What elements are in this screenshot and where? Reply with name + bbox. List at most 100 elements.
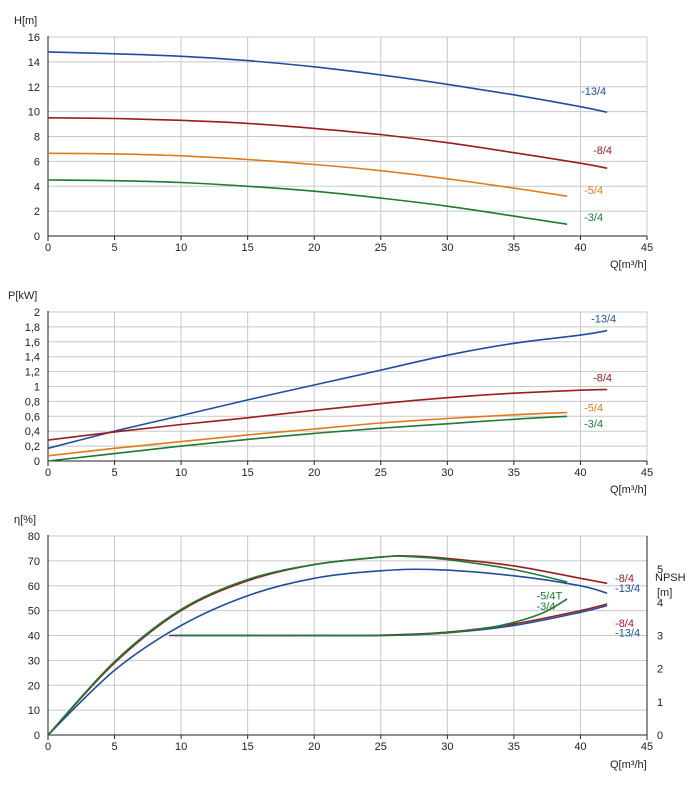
y-tick-label: 1,4 <box>25 352 40 364</box>
series-84-line <box>47 388 608 441</box>
series-54-line <box>47 152 568 197</box>
x-tick-label: 20 <box>308 242 320 254</box>
y-tick-label: 10 <box>28 705 40 717</box>
series-134-line <box>47 568 608 736</box>
x-tick-label: 10 <box>175 741 187 753</box>
y2-axis-unit: [m] <box>657 587 672 599</box>
series-label: -8/4 <box>615 618 634 630</box>
y-tick-label: 0 <box>34 456 40 468</box>
x-axis-title: Q[m³/h] <box>610 484 647 496</box>
x-tick-label: 0 <box>45 467 51 479</box>
x-tick-label: 40 <box>574 741 586 753</box>
y-tick-label: 0,8 <box>25 396 40 408</box>
series-label: -13/4 <box>591 314 616 326</box>
y2-tick-label: 1 <box>657 697 663 709</box>
x-tick-label: 40 <box>574 242 586 254</box>
y-tick-label: 2 <box>34 206 40 218</box>
series-label: -13/4 <box>581 86 606 98</box>
y2-tick-label: 2 <box>657 664 663 676</box>
x-tick-label: 20 <box>308 467 320 479</box>
power-chart: 0 5 10 15 20 25 30 35 40 45 0 0,2 0,4 0,6 0,8 1 1,2 1,4 1,… <box>8 290 653 496</box>
x-tick-label: 15 <box>242 242 254 254</box>
x-tick-label: 5 <box>111 467 117 479</box>
y-tick-label: 4 <box>34 181 40 193</box>
x-tick-label: 25 <box>375 242 387 254</box>
y-tick-label: 0 <box>34 231 40 243</box>
series-label: -3/4 <box>584 212 603 224</box>
x-tick-label: 45 <box>641 467 653 479</box>
series-label: -8/4 <box>593 372 612 384</box>
x-tick-label: 0 <box>45 242 51 254</box>
series-54-line <box>47 411 568 457</box>
x-tick-label: 20 <box>308 741 320 753</box>
series-84-line <box>47 117 608 169</box>
x-tick-label: 35 <box>508 242 520 254</box>
y-tick-label: 0,4 <box>25 426 40 438</box>
series-54T-line <box>47 555 568 736</box>
x-axis-title: Q[m³/h] <box>610 759 647 771</box>
series-label: -8/4 <box>615 573 634 585</box>
head-chart: 0 5 10 15 20 25 30 35 40 45 0 2 4 6 8 10 12 14 16 H[m] Q[m³/… <box>14 15 653 271</box>
series-label: -13/4 <box>615 583 640 595</box>
y-tick-label: 14 <box>28 57 40 69</box>
x-tick-label: 40 <box>574 467 586 479</box>
y-axis-title: η[%] <box>14 514 36 526</box>
series-label: -5/4T <box>537 590 563 602</box>
x-tick-label: 10 <box>175 242 187 254</box>
y-tick-label: 2 <box>34 307 40 319</box>
y2-tick-label: 5 <box>657 564 663 576</box>
y-tick-label: 0 <box>34 730 40 742</box>
x-tick-label: 10 <box>175 467 187 479</box>
series-134-line <box>47 51 608 113</box>
x-tick-label: 30 <box>441 741 453 753</box>
efficiency-npsh-chart: 0 5 10 15 20 25 30 35 40 450102030405060708001234… <box>14 514 686 771</box>
y-tick-label: 60 <box>28 581 40 593</box>
x-tick-label: 15 <box>242 741 254 753</box>
series-134-line <box>47 329 608 450</box>
y-tick-label: 1,6 <box>25 337 40 349</box>
y-tick-label: 80 <box>28 531 40 543</box>
y2-tick-label: 0 <box>657 730 663 742</box>
series-label: -5/4 <box>584 403 603 415</box>
y-tick-label: 70 <box>28 556 40 568</box>
y-tick-label: 16 <box>28 32 40 44</box>
x-tick-label: 0 <box>45 741 51 753</box>
y-tick-label: 12 <box>28 82 40 94</box>
y-tick-label: 8 <box>34 132 40 144</box>
series-label: -8/4 <box>593 145 612 157</box>
series-label: -5/4 <box>584 185 603 197</box>
x-tick-label: 30 <box>441 467 453 479</box>
y-tick-label: 1 <box>34 382 40 394</box>
series-label: -3/4 <box>584 418 603 430</box>
x-tick-label: 35 <box>508 741 520 753</box>
x-axis-title: Q[m³/h] <box>610 259 647 271</box>
y-axis-title: H[m] <box>14 15 37 27</box>
y-tick-label: 0,6 <box>25 411 40 423</box>
series-34-line <box>47 415 568 462</box>
y-tick-label: 6 <box>34 156 40 168</box>
x-tick-label: 5 <box>111 741 117 753</box>
y-tick-label: 50 <box>28 606 40 618</box>
x-tick-label: 25 <box>375 741 387 753</box>
series-34-line <box>47 179 568 225</box>
y-axis-title: P[kW] <box>8 290 37 302</box>
y2-axis-title: NPSH <box>655 572 686 584</box>
y-tick-label: 10 <box>28 107 40 119</box>
x-tick-label: 35 <box>508 467 520 479</box>
y-tick-label: 20 <box>28 680 40 692</box>
x-tick-label: 30 <box>441 242 453 254</box>
y-tick-label: 40 <box>28 631 40 643</box>
series-label: -3/4 <box>537 601 556 613</box>
y2-tick-label: 4 <box>657 597 663 609</box>
x-tick-label: 15 <box>242 467 254 479</box>
series-label: -13/4 <box>615 628 640 640</box>
y2-tick-label: 3 <box>657 631 663 643</box>
y-tick-label: 30 <box>28 655 40 667</box>
x-tick-label: 5 <box>111 242 117 254</box>
y-tick-label: 1,2 <box>25 367 40 379</box>
x-tick-label: 45 <box>641 741 653 753</box>
x-tick-label: 25 <box>375 467 387 479</box>
y-tick-label: 1,8 <box>25 322 40 334</box>
y-tick-label: 0,2 <box>25 441 40 453</box>
